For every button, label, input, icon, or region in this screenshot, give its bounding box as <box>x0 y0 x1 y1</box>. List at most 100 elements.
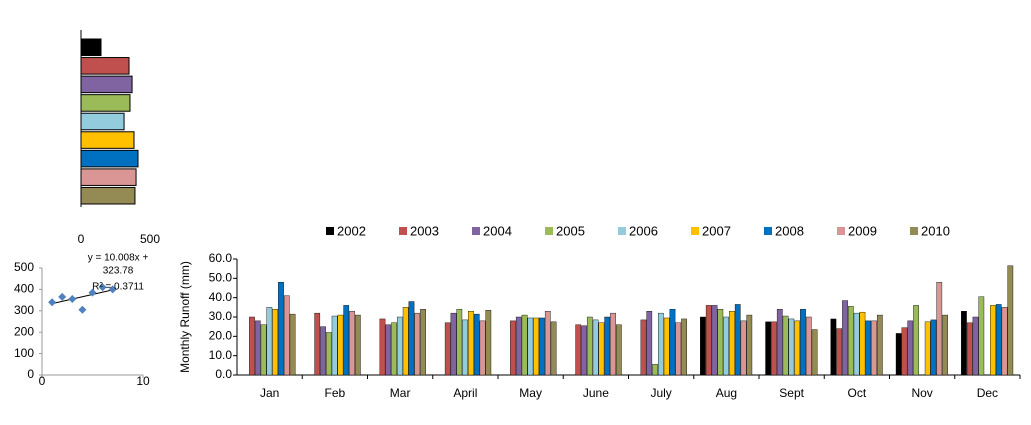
bar <box>80 112 125 131</box>
bar <box>379 318 386 376</box>
bar <box>663 317 670 376</box>
bar <box>527 317 534 376</box>
bar <box>646 311 653 376</box>
bar <box>592 319 599 376</box>
bar <box>669 309 676 376</box>
bar <box>444 322 451 376</box>
bar <box>972 316 979 376</box>
x-tick-label: 10 <box>136 374 150 388</box>
bar <box>354 314 361 376</box>
bar <box>391 322 397 376</box>
x-tick-label: Jan <box>260 386 279 400</box>
y-tick-label: 20.0 <box>209 329 233 343</box>
bar <box>734 304 741 376</box>
legend-label: 2008 <box>775 223 804 238</box>
bar <box>746 314 753 376</box>
bar <box>978 296 985 376</box>
bar <box>853 312 860 376</box>
bar <box>80 131 135 149</box>
bar <box>723 316 729 376</box>
point <box>58 292 67 301</box>
bar <box>705 305 712 376</box>
y-tick-label: 10.0 <box>209 348 233 362</box>
y-tick-label: 50.0 <box>209 271 233 285</box>
annotation: 323.78 <box>103 266 134 277</box>
x-tick-label: July <box>650 386 671 400</box>
x-tick-label: 500 <box>140 232 160 246</box>
bar <box>1001 307 1008 376</box>
y-tick-label: 0 <box>27 367 34 381</box>
bar <box>462 319 468 376</box>
bar <box>859 311 866 376</box>
bar <box>80 57 130 75</box>
x-tick-label: Sept <box>779 386 804 400</box>
bar <box>782 315 789 376</box>
point <box>68 295 77 304</box>
y-tick-label: 60.0 <box>209 251 233 265</box>
bar <box>266 307 273 376</box>
bar <box>961 311 967 376</box>
y-tick-label: 100 <box>14 346 34 360</box>
y-tick-label: 30.0 <box>209 309 233 323</box>
point <box>78 305 87 314</box>
bar <box>966 322 973 376</box>
x-tick-label: June <box>583 386 609 400</box>
bar <box>314 312 321 376</box>
bar <box>450 312 457 376</box>
bar <box>788 318 795 376</box>
bar <box>876 314 883 376</box>
bar <box>349 311 355 376</box>
bar <box>740 320 747 376</box>
legend-swatch <box>691 227 699 235</box>
legend-swatch <box>910 227 918 235</box>
bar <box>479 320 486 376</box>
legend-swatch <box>837 227 845 235</box>
legend-swatch <box>326 227 334 235</box>
bar <box>640 319 647 376</box>
legend-label: 2005 <box>556 223 585 238</box>
bar <box>1007 265 1014 376</box>
bar <box>995 304 1002 376</box>
bar <box>420 309 426 376</box>
x-tick-label: May <box>519 386 542 400</box>
legend-label: 2003 <box>410 223 439 238</box>
bar <box>550 321 557 376</box>
bar <box>871 320 877 376</box>
point <box>88 288 97 297</box>
bar <box>771 321 777 376</box>
bar <box>729 311 735 376</box>
legend-swatch <box>399 227 407 235</box>
bar <box>320 326 326 376</box>
bar <box>343 305 350 376</box>
bar <box>249 316 255 376</box>
bar <box>533 317 540 376</box>
bar <box>408 301 415 376</box>
bar <box>485 310 492 376</box>
point <box>108 285 117 294</box>
bar <box>765 321 772 376</box>
x-tick-label: Nov <box>911 386 932 400</box>
y-tick-label: 0.0 <box>215 367 232 381</box>
bar <box>397 316 403 376</box>
legend-label: 2006 <box>629 223 658 238</box>
bar <box>847 306 854 376</box>
bar <box>924 321 931 376</box>
bar <box>337 314 344 376</box>
bar <box>865 320 872 376</box>
y-tick-label: 500 <box>14 260 34 274</box>
point <box>48 298 57 307</box>
bar <box>836 328 843 376</box>
bar <box>510 320 516 376</box>
bar <box>575 324 582 376</box>
y-axis-title: Monthly Runoff (mm) <box>178 261 192 373</box>
bar <box>652 364 658 376</box>
bar <box>515 316 522 376</box>
x-tick-label: Mar <box>390 386 411 400</box>
bar <box>936 282 943 376</box>
x-tick-label: Aug <box>716 386 737 400</box>
y-tick-label: 200 <box>14 324 34 338</box>
bar <box>80 186 136 205</box>
bar <box>80 38 102 57</box>
bar <box>842 300 848 376</box>
